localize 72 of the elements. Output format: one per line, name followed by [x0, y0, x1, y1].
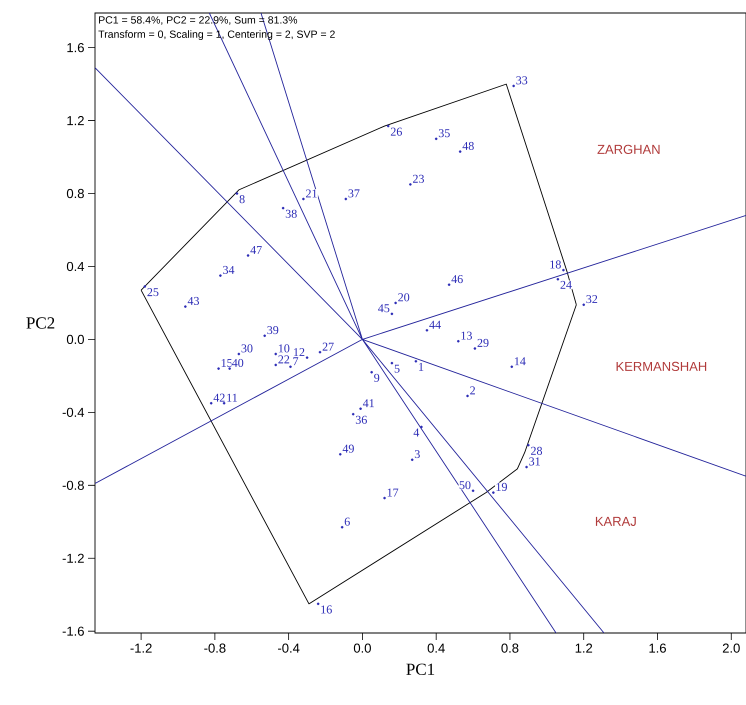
series-label: 45 — [378, 304, 390, 312]
series-label: 30 — [242, 344, 252, 352]
series-label: 10 — [278, 344, 290, 352]
series-label: 41 — [362, 399, 374, 408]
series-label: 44 — [429, 320, 441, 329]
y-tick-label: 0.8 — [66, 188, 84, 198]
series-label: 46 — [451, 275, 463, 284]
series-label: 42 — [214, 394, 225, 402]
annotation: ZARGHAN — [597, 144, 660, 154]
series-label: 32 — [586, 295, 598, 304]
y-tick-label: -0.8 — [62, 480, 84, 490]
series-label: 31 — [529, 457, 540, 466]
series-label: 37 — [348, 189, 360, 198]
series-label: 25 — [147, 288, 158, 296]
y-tick-label: 0.0 — [66, 334, 84, 344]
annotation: KERMANSHAH — [616, 362, 706, 372]
series-label: 17 — [388, 488, 398, 496]
series-label: 4 — [414, 428, 420, 436]
series-label: 9 — [374, 374, 380, 382]
series-label: 24 — [560, 280, 572, 289]
series-label: 11 — [227, 394, 238, 402]
series-label: 36 — [356, 416, 367, 424]
series-label: 33 — [516, 76, 528, 84]
series-label: 40 — [232, 358, 244, 367]
series-label: 38 — [286, 210, 297, 218]
series-label: 22 — [278, 355, 290, 364]
series-label: 34 — [223, 266, 234, 274]
series-label: 20 — [398, 293, 410, 302]
x-tick-label: 0.0 — [354, 644, 371, 653]
annotation: KARAJ — [596, 516, 636, 526]
series-label: 50 — [460, 481, 470, 490]
x-tick-label: 0.4 — [428, 644, 445, 653]
series-label: 1 — [419, 362, 424, 371]
series-label: 47 — [250, 246, 262, 254]
y-tick-label: -1.2 — [62, 554, 84, 563]
series-label: 19 — [496, 482, 507, 491]
series-label: 12 — [294, 348, 304, 356]
x-tick-label: 1.6 — [649, 644, 666, 653]
y-tick-label: 1.6 — [67, 43, 84, 52]
series-label: 26 — [390, 128, 402, 136]
x-tick-label: 0.8 — [501, 644, 518, 653]
y-axis-title: PC2 — [26, 317, 54, 329]
x-tick-label: -0.8 — [204, 644, 226, 653]
series-label: 8 — [240, 195, 245, 204]
series-label: 6 — [344, 518, 350, 526]
y-tick-label: 1.2 — [67, 116, 84, 126]
x-axis-title: PC1 — [406, 664, 434, 676]
series-label: 48 — [462, 142, 474, 150]
series-label: 18 — [550, 260, 561, 269]
series-label: 49 — [342, 444, 354, 453]
series-label: 13 — [461, 332, 472, 340]
series-label: 7 — [293, 357, 298, 366]
series-label: 39 — [267, 326, 278, 334]
y-tick-label: -0.4 — [62, 408, 84, 417]
series-label: 21 — [306, 189, 317, 198]
series-label: 14 — [514, 357, 526, 366]
y-tick-label: 0.4 — [66, 262, 84, 272]
y-tick-label: -1.6 — [62, 626, 84, 636]
series-label: 23 — [412, 174, 424, 183]
series-label: 3 — [414, 450, 420, 458]
series-label: 5 — [394, 364, 400, 373]
series-label: 27 — [322, 342, 334, 351]
series-label: 43 — [188, 296, 200, 305]
series-label: 2 — [470, 386, 475, 394]
series-label: 29 — [478, 338, 489, 347]
x-tick-label: 1.2 — [576, 644, 592, 653]
series-label: 28 — [531, 446, 542, 455]
x-tick-label: -1.2 — [130, 644, 152, 653]
series-label: 35 — [438, 129, 450, 138]
x-tick-label: -0.4 — [278, 644, 300, 653]
series-label: 16 — [321, 605, 332, 614]
x-tick-label: 2.0 — [722, 644, 740, 653]
